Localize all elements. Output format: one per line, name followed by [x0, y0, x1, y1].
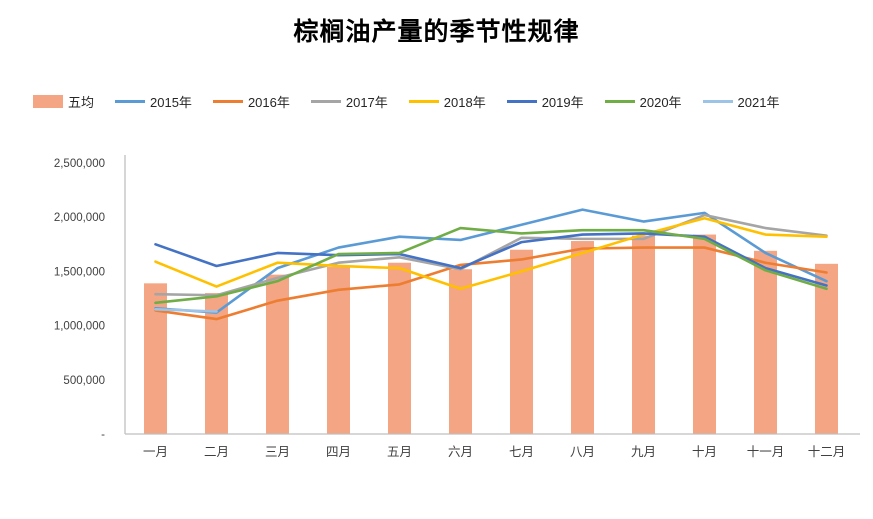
bar-一月 [144, 283, 167, 434]
chart-plot-area: - 500,000 1,000,000 1,500,000 2,000,000 2,500… [0, 140, 873, 480]
bar-十一月 [754, 250, 777, 434]
x-tick-label: 十二月 [808, 445, 846, 459]
legend-line-swatch [604, 100, 635, 103]
x-tick-label: 三月 [265, 445, 290, 459]
legend-line-swatch [506, 100, 537, 103]
bar-七月 [510, 249, 533, 434]
y-tick-label: - [101, 429, 105, 441]
line-series-2016年 [154, 246, 828, 321]
line-series-2015年 [154, 208, 828, 314]
bar-六月 [449, 269, 472, 434]
x-tick-label: 八月 [570, 445, 595, 459]
bar-二月 [205, 293, 228, 434]
line-series-2021年 [154, 308, 218, 313]
bar-十月 [693, 234, 716, 434]
legend-item-five-avg: 五均 [33, 92, 94, 111]
bar-十二月 [815, 263, 838, 434]
legend-label: 五均 [68, 95, 95, 110]
legend-label: 2016年 [247, 95, 290, 110]
legend-item-2016: 2016年 [212, 92, 290, 111]
x-tick-label: 一月 [143, 445, 168, 459]
bar-五月 [388, 262, 411, 434]
y-tick-label: 2,500,000 [54, 158, 105, 170]
x-tick-label: 六月 [448, 445, 473, 459]
bar-九月 [632, 235, 655, 434]
legend-bar-swatch [33, 95, 63, 108]
chart-legend: 五均 2015年 2016年 2017年 2018年 2019年 2020年 [33, 92, 863, 111]
y-tick-label: 1,500,000 [54, 266, 105, 278]
legend-label: 2021年 [737, 95, 780, 110]
legend-label: 2018年 [443, 95, 486, 110]
x-tick-label: 十月 [692, 445, 717, 459]
y-tick-label: 500,000 [63, 375, 105, 387]
bar-三月 [266, 274, 289, 434]
legend-line-swatch [212, 100, 243, 103]
legend-item-2018: 2018年 [408, 92, 486, 111]
x-tick-label: 九月 [631, 445, 656, 459]
x-tick-label: 二月 [204, 445, 229, 459]
x-tick-label: 五月 [387, 445, 412, 459]
line-series-2017年 [154, 213, 828, 297]
y-tick-label: 2,000,000 [54, 212, 105, 224]
x-tick-label: 十一月 [747, 445, 785, 459]
legend-item-2015: 2015年 [115, 92, 192, 111]
chart-title: 棕榈油产量的季节性规律 [293, 18, 580, 46]
chart-svg: - 500,000 1,000,000 1,500,000 2,000,000 2,500… [54, 155, 860, 459]
legend-line-swatch [702, 100, 733, 103]
bar-四月 [327, 267, 350, 434]
line-series-2020年 [154, 226, 828, 305]
legend-line-swatch [408, 100, 439, 103]
legend-line-swatch [115, 100, 146, 103]
legend-item-2019: 2019年 [506, 92, 584, 111]
legend-label: 2020年 [639, 95, 682, 110]
x-tick-label: 四月 [326, 445, 351, 459]
legend-label: 2019年 [541, 95, 584, 110]
bar-八月 [571, 241, 594, 434]
line-series-2018年 [154, 216, 828, 291]
legend-item-2020: 2020年 [604, 92, 682, 111]
legend-label: 2017年 [345, 95, 388, 110]
legend-item-2017: 2017年 [310, 92, 388, 111]
y-tick-label: 1,000,000 [54, 321, 105, 333]
line-series-2019年 [154, 232, 828, 287]
legend-line-swatch [310, 100, 341, 103]
legend-item-2021: 2021年 [702, 92, 780, 111]
x-tick-label: 七月 [509, 445, 534, 459]
legend-label: 2015年 [150, 95, 192, 110]
